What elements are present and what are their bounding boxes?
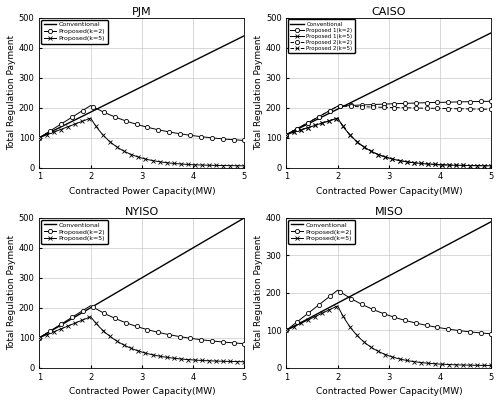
- Legend: Conventional, Proposed 1(k=2), Proposed 1(k=5), Proposed 2(k=2), Proposed 2(k=5): Conventional, Proposed 1(k=2), Proposed …: [288, 19, 355, 53]
- Legend: Conventional, Proposed(k=2), Proposed(k=5): Conventional, Proposed(k=2), Proposed(k=…: [42, 20, 108, 44]
- Y-axis label: Total Regulation Payment: Total Regulation Payment: [254, 35, 263, 150]
- Title: PJM: PJM: [132, 7, 152, 17]
- Y-axis label: Total Regulation Payment: Total Regulation Payment: [7, 35, 16, 150]
- X-axis label: Contracted Power Capacity(MW): Contracted Power Capacity(MW): [69, 387, 215, 396]
- Y-axis label: Total Regulation Payment: Total Regulation Payment: [254, 235, 263, 350]
- Title: NYISO: NYISO: [125, 207, 159, 217]
- Title: MISO: MISO: [375, 207, 403, 217]
- Legend: Conventional, Proposed(k=2), Proposed(k=5): Conventional, Proposed(k=2), Proposed(k=…: [289, 220, 355, 244]
- X-axis label: Contracted Power Capacity(MW): Contracted Power Capacity(MW): [316, 187, 462, 196]
- Title: CAISO: CAISO: [372, 7, 406, 17]
- Legend: Conventional, Proposed(k=2), Proposed(k=5): Conventional, Proposed(k=2), Proposed(k=…: [42, 220, 108, 244]
- Y-axis label: Total Regulation Payment: Total Regulation Payment: [7, 235, 16, 350]
- X-axis label: Contracted Power Capacity(MW): Contracted Power Capacity(MW): [316, 387, 462, 396]
- X-axis label: Contracted Power Capacity(MW): Contracted Power Capacity(MW): [69, 187, 215, 196]
